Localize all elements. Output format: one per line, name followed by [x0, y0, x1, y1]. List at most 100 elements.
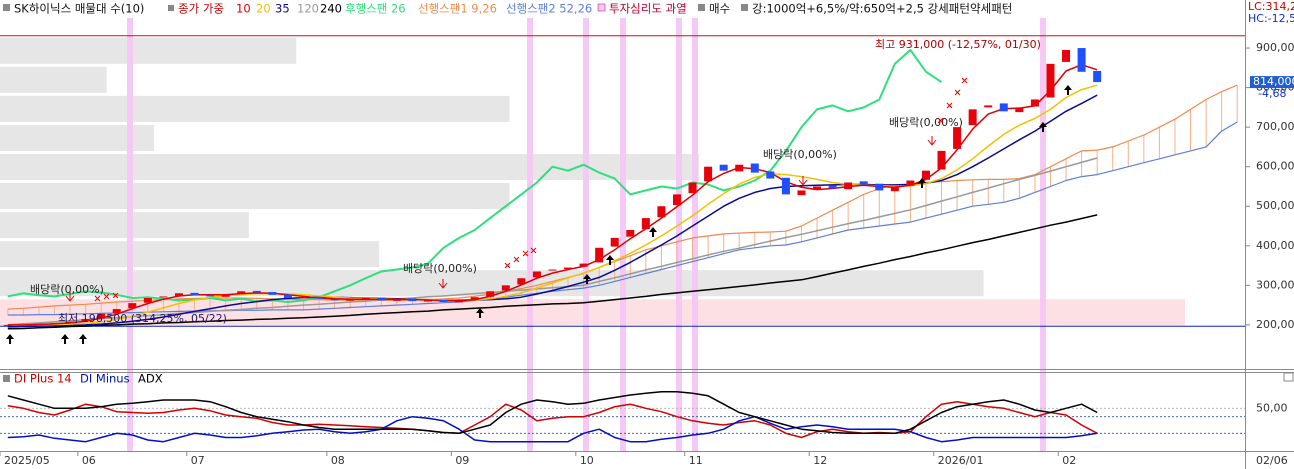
candle [19, 324, 28, 326]
candle [564, 267, 573, 270]
buy-arrow [1039, 122, 1047, 132]
annotation: 배당락(0,00%) [763, 148, 837, 161]
x-tick-label: 08 [331, 454, 345, 467]
y-tick-label: 500,000 [1256, 199, 1294, 212]
legend-entry[interactable]: 240 [320, 2, 342, 16]
candle [501, 285, 510, 291]
annotation: 배당락(0,00%) [403, 262, 477, 275]
candle [937, 150, 946, 170]
legend-entry[interactable]: 선행스팬2 52,26 [506, 2, 592, 16]
candle [579, 263, 588, 267]
y-tick-label: 700,000 [1256, 120, 1294, 133]
volume-profile-bar [0, 37, 297, 64]
panel-button[interactable] [1283, 372, 1294, 382]
series-line [7, 214, 1098, 330]
pattern-mark [937, 77, 968, 124]
candle [361, 298, 370, 300]
indicator-legend: DI Plus 14 DI Minus ADX [3, 372, 1294, 386]
y-tick-label: 200,000 [1256, 318, 1294, 331]
candle [97, 313, 106, 319]
volume-profile-bar [0, 212, 249, 239]
candle [657, 206, 666, 218]
candle [781, 177, 790, 195]
volume-profile-bar [0, 183, 510, 210]
plot-layer: 900,000800,000700,000600,000500,000400,0… [0, 35, 1294, 467]
candle [953, 127, 962, 149]
buy-arrow [61, 334, 69, 344]
y-tick-label: 300,000 [1256, 278, 1294, 291]
candle [921, 170, 930, 180]
candle [128, 303, 137, 309]
candle [859, 181, 868, 185]
candle [999, 103, 1008, 112]
candle [237, 291, 246, 294]
legend-entry[interactable]: 강:1000억+6,5%/약:650억+2,5 강세패턴 [752, 2, 970, 16]
buy-arrow [583, 274, 591, 284]
dividend-arrows [65, 136, 937, 302]
buy-arrows [6, 85, 1072, 344]
candle [330, 299, 339, 301]
legend-entry[interactable]: 선행스팬1 9,26 [418, 2, 497, 16]
candle [548, 269, 557, 271]
legend-entry[interactable]: 투자심리도 과열 [609, 2, 687, 16]
current-price-box [1250, 76, 1294, 89]
pattern-marks [94, 77, 968, 302]
buy-arrow [918, 178, 926, 188]
candle [315, 296, 324, 299]
series-line [7, 84, 1098, 326]
legend-entry[interactable]: 120 [297, 2, 319, 16]
candle [283, 294, 292, 298]
candle [1062, 50, 1071, 62]
pattern-mark [94, 292, 119, 302]
candle [299, 297, 308, 299]
legend-entry[interactable]: DI Plus 14 [14, 372, 72, 386]
overheat-band [583, 18, 589, 452]
candle [704, 166, 713, 182]
legend-entry[interactable]: ADX [138, 372, 163, 386]
overheat-band [692, 18, 698, 452]
volume-profile-bar [0, 241, 380, 268]
header: SK하이닉스 매물대 수(10) 종가 가중 10 20 35 120 240 … [3, 0, 1294, 25]
buy-arrow [6, 334, 14, 344]
dividend-arrow [798, 176, 808, 186]
pattern-mark [504, 247, 537, 269]
legend-entry[interactable]: 약세패턴 [970, 2, 1012, 16]
current-price-label: 814,000 [1253, 75, 1294, 88]
candle [1046, 63, 1055, 98]
annotation: 배당락(0,00%) [889, 116, 963, 129]
buy-arrow [606, 255, 614, 265]
candle [890, 186, 899, 192]
candle [844, 182, 853, 190]
candle [1015, 107, 1024, 113]
legend-entry[interactable]: DI Minus [80, 372, 130, 386]
candle [672, 194, 681, 206]
dividend-arrow [927, 136, 937, 146]
legend-entry[interactable]: 10 [236, 2, 251, 16]
candle [532, 271, 541, 278]
legend-entry[interactable]: 35 [275, 2, 290, 16]
candle [750, 163, 759, 173]
dividend-arrow [65, 292, 75, 302]
lc-label: LC:314,2 [1248, 0, 1294, 13]
candle [159, 296, 168, 298]
change-label: -4,68 [1258, 87, 1286, 100]
candle [143, 298, 152, 303]
candle [470, 297, 479, 300]
candle [268, 292, 277, 295]
legend-entry[interactable]: 후행스팬 26 [345, 2, 406, 16]
candle [50, 322, 59, 324]
candle [455, 300, 464, 303]
legend-entry[interactable]: 20 [256, 2, 271, 16]
overheat-band [1040, 18, 1046, 452]
overheat-band [620, 18, 626, 452]
dividend-arrow [438, 279, 448, 289]
x-tick-label: 12 [813, 454, 827, 467]
legend-entry[interactable]: 매수 [709, 2, 730, 16]
candle [221, 294, 230, 297]
candle [828, 185, 837, 189]
candle [423, 300, 432, 302]
candle [610, 237, 619, 247]
volume-profile-bar [0, 66, 107, 93]
